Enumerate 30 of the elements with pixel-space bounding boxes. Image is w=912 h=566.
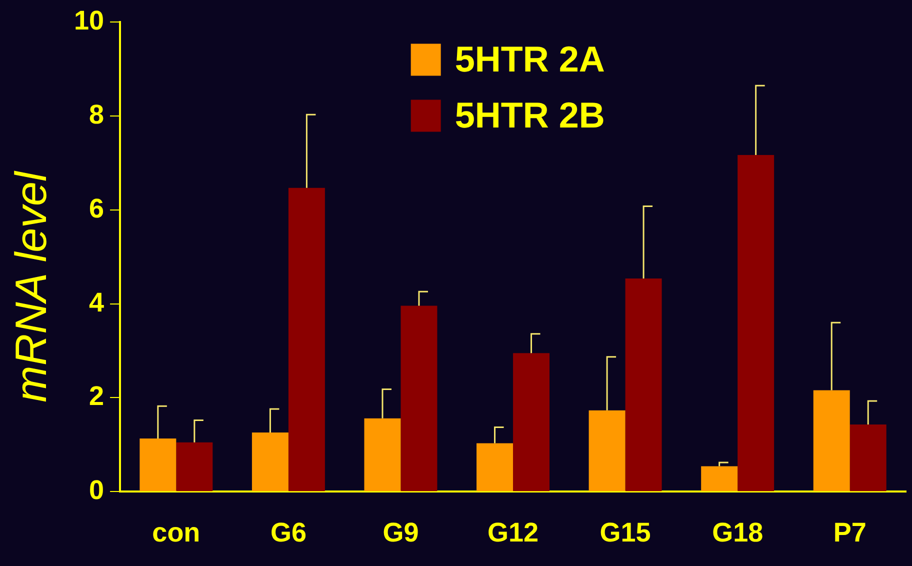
bar <box>364 418 401 492</box>
x-tick-label: con <box>152 517 200 548</box>
bar <box>513 353 550 492</box>
bar <box>813 390 850 492</box>
x-tick-label: G9 <box>382 517 419 548</box>
x-tick-label: G12 <box>487 517 539 548</box>
bar <box>400 306 438 492</box>
x-tick-label: G18 <box>712 517 764 548</box>
y-tick-label: 6 <box>89 193 104 224</box>
y-tick-label: 10 <box>74 6 104 36</box>
bar <box>140 438 176 492</box>
legend-label: 5HTR 2A <box>454 38 605 80</box>
y-axis-title: mRNA level <box>7 170 57 404</box>
bar <box>476 443 514 492</box>
x-tick-label: G15 <box>600 517 651 548</box>
x-tick-label: P7 <box>833 517 866 548</box>
bar <box>625 278 662 492</box>
x-tick-label: G6 <box>270 517 306 548</box>
bar <box>701 466 738 492</box>
y-tick-label: 8 <box>89 100 104 130</box>
y-tick-label: 4 <box>89 287 104 318</box>
y-tick-label: 0 <box>89 475 104 506</box>
bar <box>850 424 886 492</box>
bar <box>176 442 213 492</box>
y-tick-label: 2 <box>89 381 104 412</box>
legend-label: 5HTR 2B <box>454 94 605 136</box>
bar <box>252 432 288 492</box>
bar <box>288 188 325 492</box>
bar <box>738 155 774 492</box>
bar <box>588 410 626 492</box>
